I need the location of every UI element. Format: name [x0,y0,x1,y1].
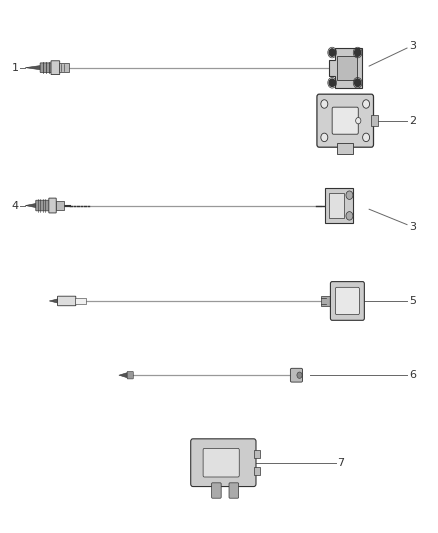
Circle shape [363,100,370,108]
FancyBboxPatch shape [49,198,56,213]
Text: 6: 6 [409,370,416,380]
Circle shape [329,49,335,56]
Circle shape [346,212,353,220]
Text: 1: 1 [12,63,19,72]
Text: 4: 4 [12,200,19,211]
Bar [337,143,353,154]
FancyBboxPatch shape [229,483,239,498]
Bar [337,56,357,79]
Polygon shape [25,66,41,70]
Bar [371,115,378,126]
Bar [56,201,64,210]
Text: 2: 2 [409,116,416,126]
Circle shape [355,49,360,56]
Circle shape [329,79,335,86]
FancyBboxPatch shape [317,94,374,147]
FancyBboxPatch shape [191,439,256,487]
FancyBboxPatch shape [57,296,76,306]
Bar [325,188,353,223]
FancyBboxPatch shape [36,200,49,211]
FancyBboxPatch shape [332,107,358,134]
Text: 3: 3 [409,222,416,232]
Circle shape [356,117,361,124]
FancyBboxPatch shape [330,281,364,320]
Circle shape [321,133,328,142]
FancyBboxPatch shape [212,483,221,498]
Text: 3: 3 [409,41,416,51]
FancyBboxPatch shape [51,61,60,75]
Circle shape [297,372,302,378]
Text: 5: 5 [409,296,416,306]
Bar [254,450,260,458]
Circle shape [355,79,360,86]
Polygon shape [329,48,361,87]
FancyBboxPatch shape [127,372,133,379]
FancyBboxPatch shape [336,287,359,314]
Polygon shape [49,299,58,303]
Polygon shape [25,204,36,208]
Bar [329,193,344,217]
Polygon shape [119,373,127,378]
Bar [321,296,332,306]
Circle shape [363,133,370,142]
FancyBboxPatch shape [290,368,303,382]
Text: 7: 7 [337,458,344,467]
FancyBboxPatch shape [40,63,52,72]
Bar [75,298,86,304]
Bar [59,63,69,72]
Circle shape [321,100,328,108]
Circle shape [346,191,353,199]
FancyBboxPatch shape [203,448,239,477]
Bar [254,467,260,475]
